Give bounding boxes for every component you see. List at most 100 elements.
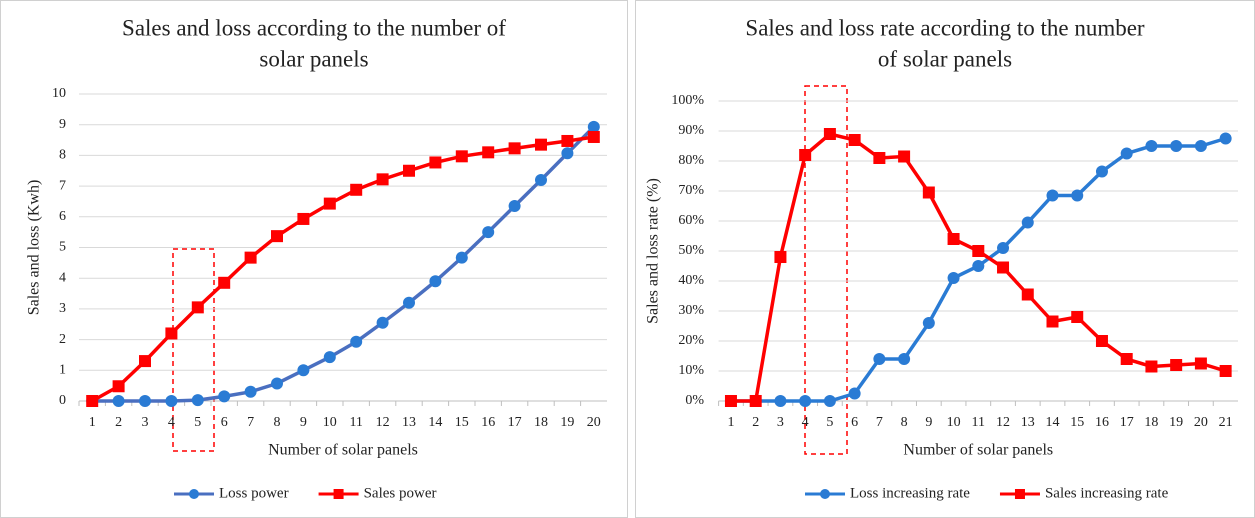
marker: [774, 395, 787, 407]
y-tick-label: 100%: [671, 93, 704, 108]
x-tick-label: 1: [727, 415, 734, 430]
chart-title: solar panels: [259, 46, 368, 71]
x-tick-label: 16: [481, 415, 495, 430]
panel-frame: [635, 0, 1255, 518]
x-tick-label: 11: [972, 415, 985, 430]
y-tick-label: 20%: [678, 333, 704, 348]
legend-marker: [189, 489, 199, 499]
marker: [561, 134, 574, 147]
marker: [1145, 360, 1158, 373]
marker: [1071, 311, 1084, 323]
y-tick-label: 5: [59, 240, 66, 255]
marker: [587, 130, 600, 143]
x-tick-label: 18: [534, 415, 548, 430]
x-tick-label: 10: [947, 415, 961, 430]
x-tick-label: 3: [777, 415, 784, 430]
legend-marker: [1014, 489, 1025, 499]
x-tick-label: 7: [876, 415, 883, 430]
y-tick-label: 30%: [678, 303, 704, 318]
x-tick-label: 6: [221, 415, 228, 430]
marker: [997, 261, 1010, 274]
marker: [1095, 165, 1108, 178]
x-tick-label: 2: [752, 415, 759, 430]
x-tick-label: 17: [508, 415, 522, 430]
marker: [112, 395, 125, 407]
legend-marker: [333, 489, 344, 499]
x-tick-label: 4: [168, 415, 175, 430]
marker: [350, 183, 363, 196]
marker: [376, 316, 389, 329]
marker: [376, 173, 389, 186]
marker: [1219, 132, 1232, 145]
marker: [191, 301, 204, 314]
marker: [947, 272, 960, 284]
x-tick-label: 14: [1046, 415, 1060, 430]
marker: [1021, 288, 1034, 301]
x-tick-label: 7: [247, 415, 254, 430]
legend-marker: [820, 489, 830, 499]
marker: [1194, 357, 1207, 370]
y-tick-label: 9: [59, 117, 66, 132]
x-tick-label: 14: [428, 415, 442, 430]
marker: [972, 245, 985, 257]
chart-title: of solar panels: [878, 46, 1012, 71]
chart-title: Sales and loss according to the number o…: [122, 15, 506, 40]
marker: [139, 395, 151, 407]
marker: [191, 394, 204, 407]
y-tick-label: 4: [59, 270, 66, 285]
chart-title: Sales and loss rate according to the num…: [745, 15, 1145, 40]
y-tick-label: 10: [52, 86, 66, 101]
legend-label: Sales power: [364, 485, 437, 501]
y-tick-label: 2: [59, 332, 66, 347]
marker: [1194, 140, 1207, 152]
marker: [947, 233, 960, 245]
marker: [898, 353, 911, 365]
marker: [799, 149, 812, 161]
x-tick-label: 8: [901, 415, 908, 430]
marker: [823, 128, 836, 140]
y-tick-label: 80%: [678, 153, 704, 168]
y-axis-label: Sales and loss rate (%): [645, 178, 662, 324]
marker: [244, 251, 257, 264]
marker: [848, 387, 861, 400]
marker: [350, 335, 363, 348]
marker: [1021, 216, 1034, 229]
marker: [244, 385, 257, 398]
marker: [508, 142, 521, 155]
marker: [724, 395, 737, 407]
marker: [403, 296, 415, 309]
y-tick-label: 70%: [678, 183, 704, 198]
y-tick-label: 7: [59, 178, 66, 193]
x-tick-label: 20: [1194, 415, 1208, 430]
y-tick-label: 40%: [678, 273, 704, 288]
marker: [323, 351, 336, 364]
highlight-box: [804, 85, 848, 455]
marker: [271, 230, 283, 243]
marker: [898, 150, 911, 163]
y-tick-label: 90%: [678, 123, 704, 138]
x-tick-label: 9: [925, 415, 932, 430]
marker: [873, 353, 886, 365]
y-tick-label: 3: [59, 301, 66, 316]
panel-frame: [0, 0, 628, 518]
marker: [535, 138, 547, 151]
x-tick-label: 4: [802, 415, 809, 430]
x-tick-label: 12: [376, 415, 390, 430]
marker: [455, 251, 468, 264]
marker: [1145, 140, 1158, 152]
marker: [922, 186, 935, 199]
marker: [1219, 365, 1232, 377]
x-tick-label: 15: [455, 415, 469, 430]
marker: [1071, 189, 1084, 202]
highlight-box: [172, 248, 215, 452]
x-tick-label: 13: [402, 415, 416, 430]
x-tick-label: 3: [142, 415, 149, 430]
marker: [972, 260, 985, 272]
y-tick-label: 6: [59, 209, 66, 224]
marker: [429, 156, 442, 169]
x-tick-label: 19: [1169, 415, 1183, 430]
marker: [561, 147, 574, 160]
y-tick-label: 8: [59, 148, 66, 163]
marker: [323, 197, 336, 210]
